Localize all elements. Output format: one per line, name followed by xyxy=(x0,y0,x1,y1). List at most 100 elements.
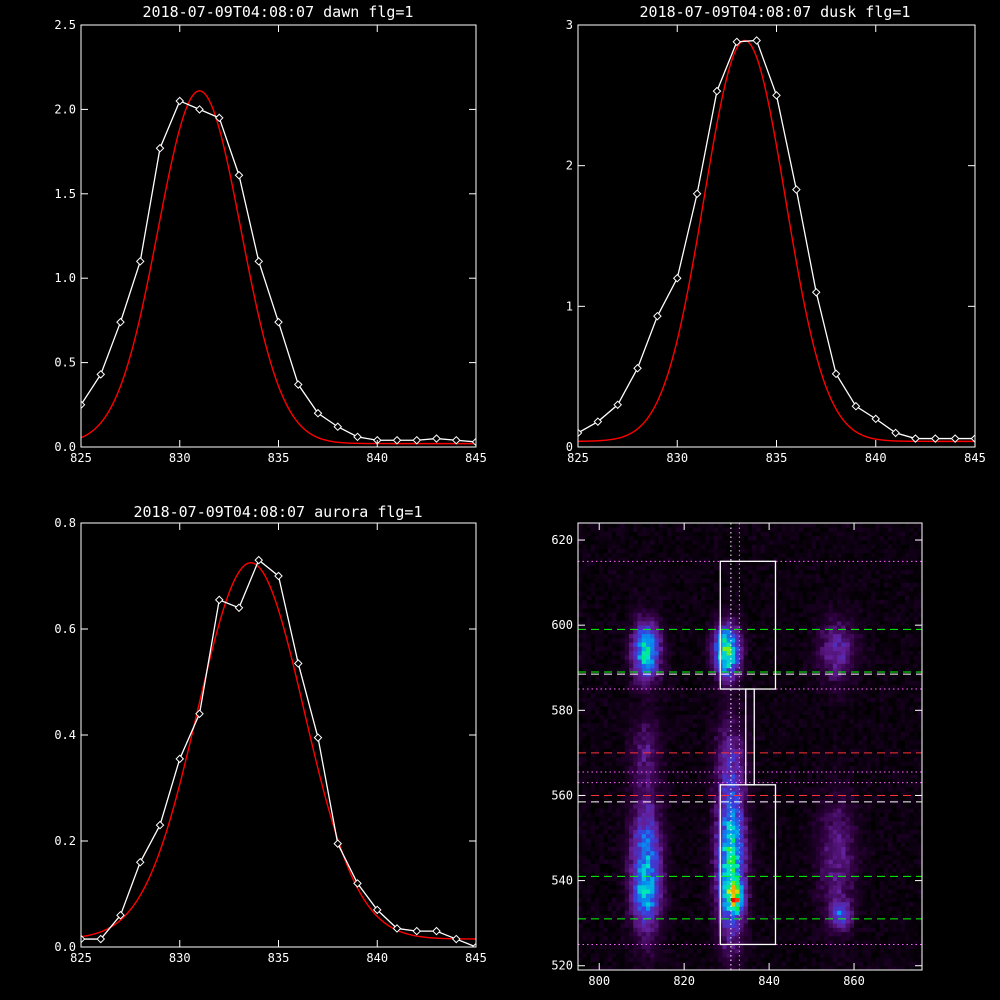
heatmap-cell xyxy=(641,693,647,698)
heatmap-cell xyxy=(709,735,715,741)
heatmap-cell xyxy=(713,850,719,856)
heatmap-cell xyxy=(743,927,749,933)
heatmap-cell xyxy=(735,608,740,613)
heatmap-cell xyxy=(599,774,604,779)
heatmap-cell xyxy=(739,595,745,601)
heatmap-cell xyxy=(611,718,617,724)
heatmap-cell xyxy=(696,689,702,694)
heatmap-cell xyxy=(590,872,596,877)
heatmap-cell xyxy=(756,931,762,937)
heatmap-cell xyxy=(679,952,685,958)
heatmap-cell xyxy=(679,540,685,545)
heatmap-cell xyxy=(637,748,643,754)
heatmap-cell xyxy=(688,906,694,911)
heatmap-cell xyxy=(590,855,596,860)
heatmap-cell xyxy=(688,795,694,801)
heatmap-cell xyxy=(633,667,638,673)
heatmap-cell xyxy=(633,557,638,562)
heatmap-cell xyxy=(764,540,770,545)
heatmap-cell xyxy=(760,803,766,809)
heatmap-cell xyxy=(658,659,664,664)
heatmap-cell xyxy=(650,965,655,971)
heatmap-cell xyxy=(590,586,596,592)
heatmap-cell xyxy=(620,582,626,588)
heatmap-cell xyxy=(633,608,638,613)
heatmap-cell xyxy=(590,740,596,745)
heatmap-cell xyxy=(667,731,672,737)
heatmap-cell xyxy=(781,791,787,796)
heatmap-cell xyxy=(730,731,736,737)
heatmap-cell xyxy=(705,893,711,899)
heatmap-cell xyxy=(650,884,655,890)
heatmap-cell xyxy=(718,735,723,741)
heatmap-cell xyxy=(662,816,668,822)
heatmap-cell xyxy=(667,591,672,596)
heatmap-cell xyxy=(586,706,592,711)
heatmap-cell xyxy=(713,714,719,720)
heatmap-cell xyxy=(764,608,770,613)
heatmap-cell xyxy=(747,650,753,656)
heatmap-cell xyxy=(645,646,651,652)
heatmap-cell xyxy=(701,689,706,694)
heatmap-cell xyxy=(633,829,638,835)
heatmap-cell xyxy=(747,714,753,720)
heatmap-cell xyxy=(764,876,770,881)
heatmap-cell xyxy=(641,918,647,924)
heatmap-cell xyxy=(628,876,634,881)
data-point xyxy=(96,370,106,379)
heatmap-cell xyxy=(679,650,685,656)
heatmap-cell xyxy=(611,944,617,950)
heatmap-cell xyxy=(760,552,766,558)
heatmap-cell xyxy=(752,629,757,635)
heatmap-cell xyxy=(688,637,694,643)
heatmap-cell xyxy=(756,718,762,724)
heatmap-cell xyxy=(696,637,702,643)
heatmap-cell xyxy=(709,650,715,656)
heatmap-cell xyxy=(650,914,655,920)
heatmap-cell xyxy=(692,646,698,652)
heatmap-cell xyxy=(675,765,681,771)
heatmap-cell xyxy=(752,582,757,588)
heatmap-cell xyxy=(760,944,766,950)
heatmap-cell xyxy=(735,927,740,933)
heatmap-cell xyxy=(641,748,647,754)
heatmap-cell xyxy=(662,876,668,881)
heatmap-cell xyxy=(756,935,762,941)
heatmap-cell xyxy=(692,914,698,920)
heatmap-cell xyxy=(696,833,702,839)
heatmap-cell xyxy=(624,748,630,754)
heatmap-cell xyxy=(679,795,685,801)
heatmap-cell xyxy=(641,663,647,669)
heatmap-cell xyxy=(769,740,774,745)
heatmap-cell xyxy=(739,914,745,920)
heatmap-cell xyxy=(658,595,664,601)
heatmap-cell xyxy=(628,680,634,686)
heatmap-cell xyxy=(760,872,766,877)
heatmap-cell xyxy=(599,723,604,728)
heatmap-cell xyxy=(760,523,766,528)
data-point xyxy=(792,185,801,194)
heatmap-cell xyxy=(709,957,715,962)
heatmap-cell xyxy=(726,752,732,758)
heatmap-cell xyxy=(764,855,770,860)
heatmap-cell xyxy=(777,803,783,809)
heatmap-cell xyxy=(730,565,736,571)
heatmap-cell xyxy=(662,808,668,813)
heatmap-cell xyxy=(718,693,723,698)
heatmap-cell xyxy=(718,952,723,958)
heatmap-cell xyxy=(696,574,702,579)
heatmap-cell xyxy=(684,565,689,571)
heatmap-cell xyxy=(594,523,600,528)
heatmap-cell xyxy=(599,718,604,724)
heatmap-cell xyxy=(696,535,702,541)
heatmap-cell xyxy=(713,769,719,775)
heatmap-cell xyxy=(684,663,689,669)
heatmap-cell xyxy=(743,846,749,852)
heatmap-cell xyxy=(590,778,596,784)
heatmap-cell xyxy=(756,918,762,924)
heatmap-cell xyxy=(633,723,638,728)
heatmap-cell xyxy=(620,935,626,941)
heatmap-cell xyxy=(654,757,660,762)
heatmap-cell xyxy=(743,914,749,920)
heatmap-cell xyxy=(739,761,745,767)
